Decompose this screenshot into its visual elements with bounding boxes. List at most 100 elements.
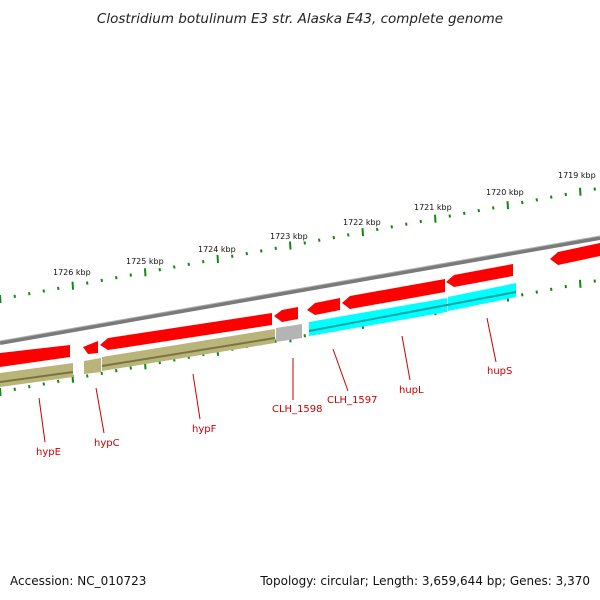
outer-ring-minor-tick xyxy=(376,227,379,232)
inner-ring-minor-tick xyxy=(535,290,538,294)
gene-label-hypF: hypF xyxy=(192,424,217,435)
cds-feature-hupL[interactable] xyxy=(342,279,445,309)
tick-label-1720: 1720 kbp xyxy=(486,188,524,197)
outer-ring-minor-tick xyxy=(535,198,538,202)
outer-ring-minor-tick xyxy=(477,208,480,213)
genome-backbone xyxy=(0,236,600,345)
cds-feature-right-edge[interactable] xyxy=(550,243,600,265)
outer-ring-major-tick xyxy=(289,241,292,250)
outer-ring-minor-tick xyxy=(405,222,408,226)
gene-labels: hypE hypC hypF CLH_1598 CLH_1597 hupL hu… xyxy=(36,366,512,458)
outer-ring-minor-tick xyxy=(419,219,422,224)
inner-ring-minor-tick xyxy=(42,382,45,386)
outer-ring-major-tick xyxy=(216,254,219,264)
inner-ring-major-tick xyxy=(0,387,2,397)
outer-ring-major-tick xyxy=(0,294,2,304)
outer-ring-minor-tick xyxy=(521,200,524,205)
tick-label-1721: 1721 kbp xyxy=(414,203,452,212)
outer-ring-minor-tick xyxy=(390,225,393,229)
inner-ring-minor-tick xyxy=(57,379,60,384)
outer-ring-minor-tick xyxy=(42,289,45,293)
gene-label-leaders xyxy=(38,317,497,443)
outer-ring-minor-tick xyxy=(57,286,60,291)
inner-ring-minor-tick xyxy=(86,374,89,378)
outer-ring-minor-tick xyxy=(347,233,350,237)
inner-ring-minor-tick xyxy=(28,385,31,389)
topology-text: Topology: circular; Length: 3,659,644 bp… xyxy=(260,574,590,588)
outer-ring-minor-tick xyxy=(274,246,277,250)
gene-label-hypC: hypC xyxy=(94,438,120,449)
tick-label-1722: 1722 kbp xyxy=(343,218,381,227)
inner-ring-minor-tick xyxy=(564,284,567,289)
outer-ring-minor-tick xyxy=(100,278,103,283)
inner-ring-minor-tick xyxy=(521,293,524,297)
accession-text: Accession: NC_010723 xyxy=(10,574,147,588)
inner-ring-minor-tick xyxy=(303,333,306,338)
outer-ring-minor-tick xyxy=(564,192,567,197)
outer-ring-minor-tick xyxy=(303,241,306,245)
gene-label-CLH_1597: CLH_1597 xyxy=(327,395,378,406)
cds-feature-hupS[interactable] xyxy=(446,264,513,287)
outer-ring-minor-tick xyxy=(448,214,451,218)
outer-ring-minor-tick xyxy=(86,281,89,285)
outer-ring-minor-tick xyxy=(187,262,190,267)
leader-hupL xyxy=(401,335,411,381)
outer-ring-minor-tick xyxy=(260,249,263,253)
feature-track xyxy=(0,283,517,387)
cds-track xyxy=(0,243,600,367)
outer-ring-major-tick xyxy=(434,214,437,223)
leader-hypE xyxy=(38,397,46,443)
outer-ring-major-tick xyxy=(144,268,147,277)
outer-ring-major-tick xyxy=(579,187,582,196)
outer-ring-major-tick xyxy=(361,228,364,237)
cds-feature-hypC[interactable] xyxy=(83,341,98,354)
outer-ring-minor-tick xyxy=(129,273,132,277)
map-title: Clostridium botulinum E3 str. Alaska E43… xyxy=(97,11,503,27)
outer-ring-minor-tick xyxy=(245,251,248,256)
olive-feature-edge xyxy=(0,371,74,383)
olive-feature-hypE[interactable] xyxy=(0,363,73,387)
outer-ring-minor-tick xyxy=(231,254,234,258)
grey-feature-CLH_1598[interactable] xyxy=(276,324,302,342)
leader-hypF xyxy=(192,373,201,420)
inner-ring-minor-tick xyxy=(13,387,16,392)
outer-ring-minor-tick xyxy=(202,260,205,264)
outer-ring-minor-tick xyxy=(550,195,553,199)
inner-ring-minor-tick xyxy=(274,339,277,343)
gene-label-hupL: hupL xyxy=(399,385,424,396)
genome-backbone-highlight xyxy=(0,235,600,342)
leader-CLH_1597 xyxy=(332,348,349,392)
tick-label-1719: 1719 kbp xyxy=(558,171,596,180)
tick-label-1725: 1725 kbp xyxy=(126,257,164,266)
outer-tick-ring xyxy=(0,187,596,304)
tick-label-1726: 1726 kbp xyxy=(53,268,91,277)
outer-ring-minor-tick xyxy=(318,238,321,242)
outer-ring-minor-tick xyxy=(13,294,16,299)
inner-ring-minor-tick xyxy=(100,371,103,375)
cds-feature-CLH_1597[interactable] xyxy=(307,298,340,315)
inner-ring-major-tick xyxy=(579,279,582,288)
cyan-feature-edge xyxy=(308,291,517,332)
cds-feature-hypE[interactable] xyxy=(0,345,70,367)
tick-label-1724: 1724 kbp xyxy=(198,245,236,254)
leader-hupS xyxy=(486,317,497,363)
leader-hypC xyxy=(95,387,105,434)
outer-ring-major-tick xyxy=(71,281,74,290)
outer-ring-minor-tick xyxy=(463,211,466,215)
outer-ring-minor-tick xyxy=(28,292,31,296)
tick-labels: 1726 kbp 1725 kbp 1724 kbp 1723 kbp 1722… xyxy=(53,171,596,277)
cds-feature-hypF[interactable] xyxy=(100,313,272,350)
olive-feature-hypF[interactable] xyxy=(102,329,275,371)
cds-feature-CLH_1598[interactable] xyxy=(274,307,298,322)
cyan-feature-hupS[interactable] xyxy=(448,283,516,311)
tick-label-1723: 1723 kbp xyxy=(270,232,308,241)
outer-ring-minor-tick xyxy=(115,276,118,280)
outer-ring-major-tick xyxy=(506,201,509,210)
outer-ring-minor-tick xyxy=(492,206,495,210)
inner-ring-minor-tick xyxy=(115,368,118,373)
gene-label-hupS: hupS xyxy=(487,366,512,377)
olive-feature-hypC[interactable] xyxy=(84,358,101,374)
gene-label-CLH_1598: CLH_1598 xyxy=(272,404,323,415)
outer-ring-minor-tick xyxy=(158,268,161,272)
